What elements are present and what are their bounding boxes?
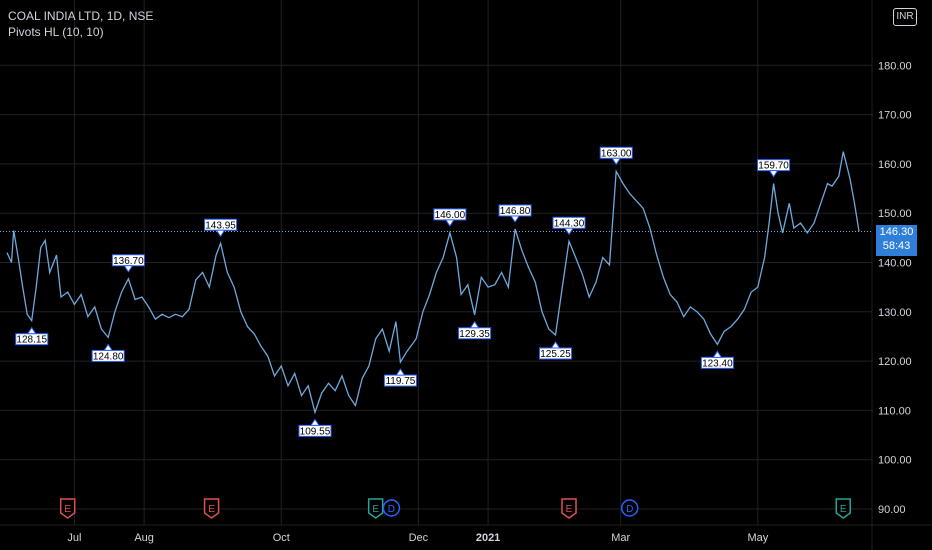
pivot-pointer <box>215 229 226 238</box>
pivot-low-label: 124.80 <box>91 343 125 362</box>
y-tick-label: 140.00 <box>878 258 912 270</box>
pivot-high-label: 144.30 <box>552 216 586 236</box>
pivot-high-label: 159.70 <box>757 159 791 178</box>
pivot-pointer <box>611 157 622 166</box>
x-tick-label: Mar <box>611 532 630 544</box>
chart-legend: COAL INDIA LTD, 1D, NSE Pivots HL (10, 1… <box>8 8 153 40</box>
pivot-pointer <box>768 170 779 178</box>
marker-shape <box>367 498 384 519</box>
y-tick-label: 170.00 <box>878 110 912 122</box>
y-tick-label: 100.00 <box>878 455 912 467</box>
y-tick-label: 110.00 <box>878 405 911 417</box>
pivot-value: 109.55 <box>300 426 331 437</box>
pivot-value: 144.30 <box>554 218 585 229</box>
pivot-pointer <box>469 320 480 329</box>
pivot-value: 163.00 <box>601 148 632 159</box>
dividend-marker[interactable]: D <box>620 499 639 517</box>
pivot-pointer <box>510 215 520 223</box>
pivot-pointer <box>26 326 37 335</box>
pivot-value: 129.35 <box>459 329 490 340</box>
pivot-high-label: 143.95 <box>204 218 238 238</box>
pivot-value: 136.70 <box>113 256 144 267</box>
y-axis[interactable]: 90.00 100.00 110.00 120.00 130.00 140.00 150.0… <box>878 60 912 516</box>
y-tick-label: 180.00 <box>878 60 912 72</box>
x-tick-label: Aug <box>134 532 154 544</box>
earnings-marker[interactable]: E <box>59 498 76 519</box>
pivot-value: 159.70 <box>758 161 789 172</box>
marker-letter: E <box>208 504 215 515</box>
y-tick-label: 130.00 <box>878 307 912 319</box>
pivot-low-label: 109.55 <box>298 418 332 437</box>
pivot-pointer <box>395 368 406 376</box>
pivot-high-label: 146.80 <box>498 204 532 223</box>
pivot-pointer <box>310 418 320 426</box>
x-tick-label: Jul <box>67 532 81 544</box>
y-tick-label: 120.00 <box>878 356 912 368</box>
pivot-pointer <box>712 350 723 358</box>
pivot-value: 123.40 <box>702 358 733 369</box>
currency-badge[interactable]: INR <box>893 8 917 26</box>
marker-letter: E <box>566 504 573 515</box>
marker-shape <box>59 498 76 519</box>
x-tick-label: May <box>747 532 768 544</box>
marker-shape <box>620 499 639 517</box>
pivot-pointer <box>444 219 455 227</box>
marker-letter: E <box>840 504 847 515</box>
pivot-pointer <box>123 265 134 273</box>
pivot-pointer <box>103 343 114 351</box>
x-axis[interactable]: Jul Aug Oct Dec 2021 Mar May <box>67 532 768 544</box>
pivot-high-label: 136.70 <box>111 254 145 273</box>
earnings-marker[interactable]: E <box>203 498 220 519</box>
pivot-labels: 136.70 143.95 146.00 146.80 144.30 163.00 159.… <box>15 146 791 437</box>
marker-shape <box>835 498 852 519</box>
pivot-high-label: 163.00 <box>599 146 633 166</box>
marker-shape <box>203 498 220 519</box>
marker-letter: D <box>626 504 633 515</box>
symbol-title: COAL INDIA LTD, 1D, NSE <box>8 9 154 23</box>
pivot-low-label: 125.25 <box>539 341 573 360</box>
pivot-value: 128.15 <box>16 335 47 346</box>
x-tick-label: Dec <box>409 532 429 544</box>
pivot-value: 146.00 <box>435 210 466 221</box>
marker-letter: E <box>64 504 71 515</box>
pivot-value: 146.80 <box>500 206 531 217</box>
pivot-value: 119.75 <box>385 376 415 387</box>
marker-letter: E <box>372 504 379 515</box>
dividend-marker[interactable]: D <box>382 499 401 517</box>
price-series-line <box>6 151 860 415</box>
pivot-pointer <box>564 227 574 236</box>
pivot-pointer <box>550 341 561 349</box>
pivot-value: 125.25 <box>540 349 571 360</box>
marker-shape <box>382 499 401 517</box>
pivot-low-label: 123.40 <box>700 350 734 369</box>
y-tick-label: 90.00 <box>878 504 906 516</box>
last-price-tag: 146.30 <box>876 225 917 239</box>
pivot-low-label: 129.35 <box>458 320 492 340</box>
x-tick-label: Oct <box>273 532 290 544</box>
indicator-title: Pivots HL (10, 10) <box>8 25 104 39</box>
y-tick-label: 150.00 <box>878 208 912 220</box>
pivot-low-label: 128.15 <box>15 326 49 346</box>
pivot-value: 124.80 <box>93 351 124 362</box>
earnings-marker[interactable]: E <box>561 498 577 519</box>
countdown-tag: 58:43 <box>876 239 917 256</box>
pivot-low-label: 119.75 <box>383 368 417 387</box>
x-tick-label: 2021 <box>476 532 500 544</box>
marker-letter: D <box>388 504 395 515</box>
earnings-marker[interactable]: E <box>367 498 384 519</box>
y-tick-label: 160.00 <box>878 159 912 171</box>
pivot-high-label: 146.00 <box>433 208 467 227</box>
earnings-marker[interactable]: E <box>835 498 852 519</box>
pivot-value: 143.95 <box>205 220 236 231</box>
marker-shape <box>561 498 577 519</box>
